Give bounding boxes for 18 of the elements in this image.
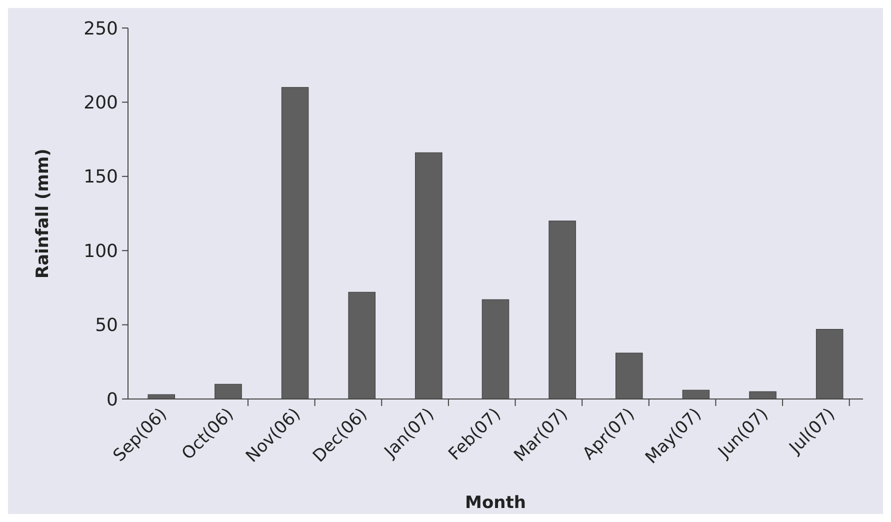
bar <box>616 352 643 400</box>
y-tick-label: 0 <box>106 389 118 410</box>
bar <box>548 220 576 400</box>
bar <box>148 394 176 400</box>
bar <box>348 292 376 400</box>
y-tick-label: 100 <box>84 240 118 262</box>
y-tick-label: 50 <box>95 315 118 336</box>
bar <box>482 299 510 400</box>
y-axis-title: Rainfall (mm) <box>33 148 53 278</box>
bar <box>816 329 844 400</box>
bar <box>682 390 710 400</box>
bar <box>214 384 242 400</box>
y-tick-label: 150 <box>84 166 118 188</box>
y-tick-label: 250 <box>84 18 118 40</box>
x-axis-title: Month <box>465 493 526 513</box>
y-tick-label: 200 <box>84 92 118 114</box>
bar <box>415 152 442 400</box>
bar <box>281 87 309 400</box>
